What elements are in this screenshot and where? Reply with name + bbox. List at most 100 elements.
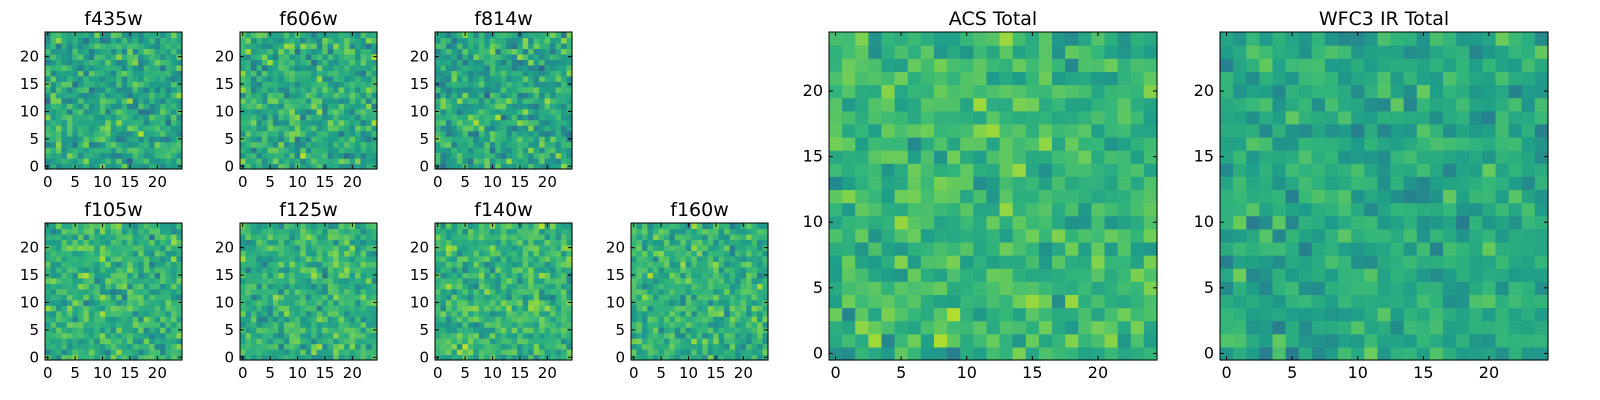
heatmap-cell (165, 223, 172, 230)
heatmap-cell (555, 283, 562, 290)
heatmap-cell (132, 32, 139, 39)
heatmap-cell (360, 305, 367, 312)
heatmap-cell (88, 321, 95, 328)
heatmap-cell (250, 136, 258, 143)
heatmap-cell (349, 261, 356, 268)
heatmap-cell (467, 316, 474, 323)
heatmap-cell (272, 255, 279, 262)
axes-frame (630, 222, 769, 361)
heatmap-cell (500, 163, 507, 170)
heatmap-cell (322, 349, 329, 356)
heatmap-cell (746, 288, 753, 295)
heatmap-cell (240, 228, 247, 235)
heatmap-cell (1065, 255, 1079, 269)
heatmap-cell (110, 92, 117, 99)
heatmap-cell (261, 223, 268, 230)
heatmap-cell (171, 158, 178, 165)
heatmap-cell (143, 321, 150, 328)
heatmap-cell (652, 239, 659, 246)
heatmap-cell (245, 343, 252, 350)
heatmap-cell (456, 136, 463, 143)
heatmap-cell (322, 86, 329, 93)
heatmap-cell (544, 255, 551, 262)
heatmap-cell (289, 239, 296, 246)
heatmap-cell (539, 294, 546, 301)
heatmap-cell (544, 327, 551, 334)
heatmap-cell (528, 223, 535, 230)
heatmap-cell (933, 163, 948, 177)
heatmap-cell (495, 64, 502, 71)
heatmap-cell (138, 316, 145, 323)
heatmap-cell (550, 81, 557, 88)
heatmap-cell (171, 64, 178, 71)
heatmap-cell (1065, 163, 1079, 177)
heatmap-cell (127, 316, 134, 323)
heatmap-cell (550, 277, 557, 284)
heatmap-cell (641, 354, 649, 361)
y-tick-label: 0 (224, 157, 234, 175)
heatmap-cell (360, 277, 367, 284)
heatmap-cell (1065, 241, 1079, 256)
heatmap-cell (933, 228, 948, 243)
heatmap-cell (973, 346, 988, 361)
heatmap-cell (110, 343, 117, 350)
heatmap-cell (311, 288, 318, 295)
heatmap-cell (289, 141, 296, 148)
heatmap-cell (245, 119, 252, 126)
heatmap-cell (50, 305, 57, 312)
heatmap-cell (478, 277, 485, 284)
heatmap-cell (462, 103, 469, 110)
heatmap-cell (176, 349, 183, 356)
heatmap-cell (674, 343, 681, 350)
heatmap-cell (261, 70, 268, 77)
heatmap-cell (663, 255, 670, 262)
heatmap-cell (511, 294, 518, 301)
heatmap-cell (360, 114, 367, 121)
heatmap-cell (176, 316, 183, 323)
heatmap-cell (724, 343, 731, 350)
heatmap-cell (66, 158, 73, 165)
heatmap-cell (327, 250, 334, 257)
heatmap-cell (506, 223, 513, 230)
heatmap-cell (176, 70, 183, 77)
heatmap-cell (138, 42, 145, 50)
heatmap-cell (143, 283, 150, 290)
heatmap-cell (316, 147, 323, 154)
heatmap-cell (467, 163, 474, 170)
heatmap-cell (533, 250, 540, 257)
heatmap-cell (1078, 307, 1092, 322)
heatmap-cell (500, 228, 507, 235)
heatmap-cell (511, 338, 518, 345)
heatmap-cell (61, 321, 68, 328)
heatmap-cell (371, 158, 378, 165)
heatmap-cell (522, 255, 529, 262)
heatmap-cell (245, 136, 252, 143)
heatmap-cell (240, 310, 247, 317)
heatmap-cell (371, 48, 378, 55)
heatmap-cell (300, 48, 307, 55)
heatmap-cell (316, 108, 323, 115)
heatmap-cell (561, 239, 568, 246)
heatmap-cell (539, 92, 546, 99)
heatmap-cell (751, 272, 758, 279)
heatmap-cell (691, 272, 698, 279)
heatmap-cell (99, 48, 106, 55)
heatmap-cell (154, 37, 161, 44)
heatmap-cell (50, 343, 57, 350)
heatmap-cell (842, 228, 856, 243)
heatmap-cell (121, 97, 128, 104)
heatmap-cell (289, 119, 296, 126)
heatmap-cell (344, 310, 351, 317)
heatmap-cell (338, 255, 345, 262)
heatmap-cell (77, 125, 84, 132)
heatmap-cell (160, 277, 167, 284)
heatmap-cell (718, 343, 725, 350)
heatmap-cell (522, 266, 529, 273)
heatmap-cell (132, 266, 139, 273)
heatmap-cell (986, 176, 1001, 191)
heatmap-cell (160, 92, 167, 99)
heatmap-cell (289, 294, 296, 301)
heatmap-cell (105, 255, 112, 262)
heatmap-cell (116, 327, 123, 334)
heatmap-cell (544, 48, 551, 55)
